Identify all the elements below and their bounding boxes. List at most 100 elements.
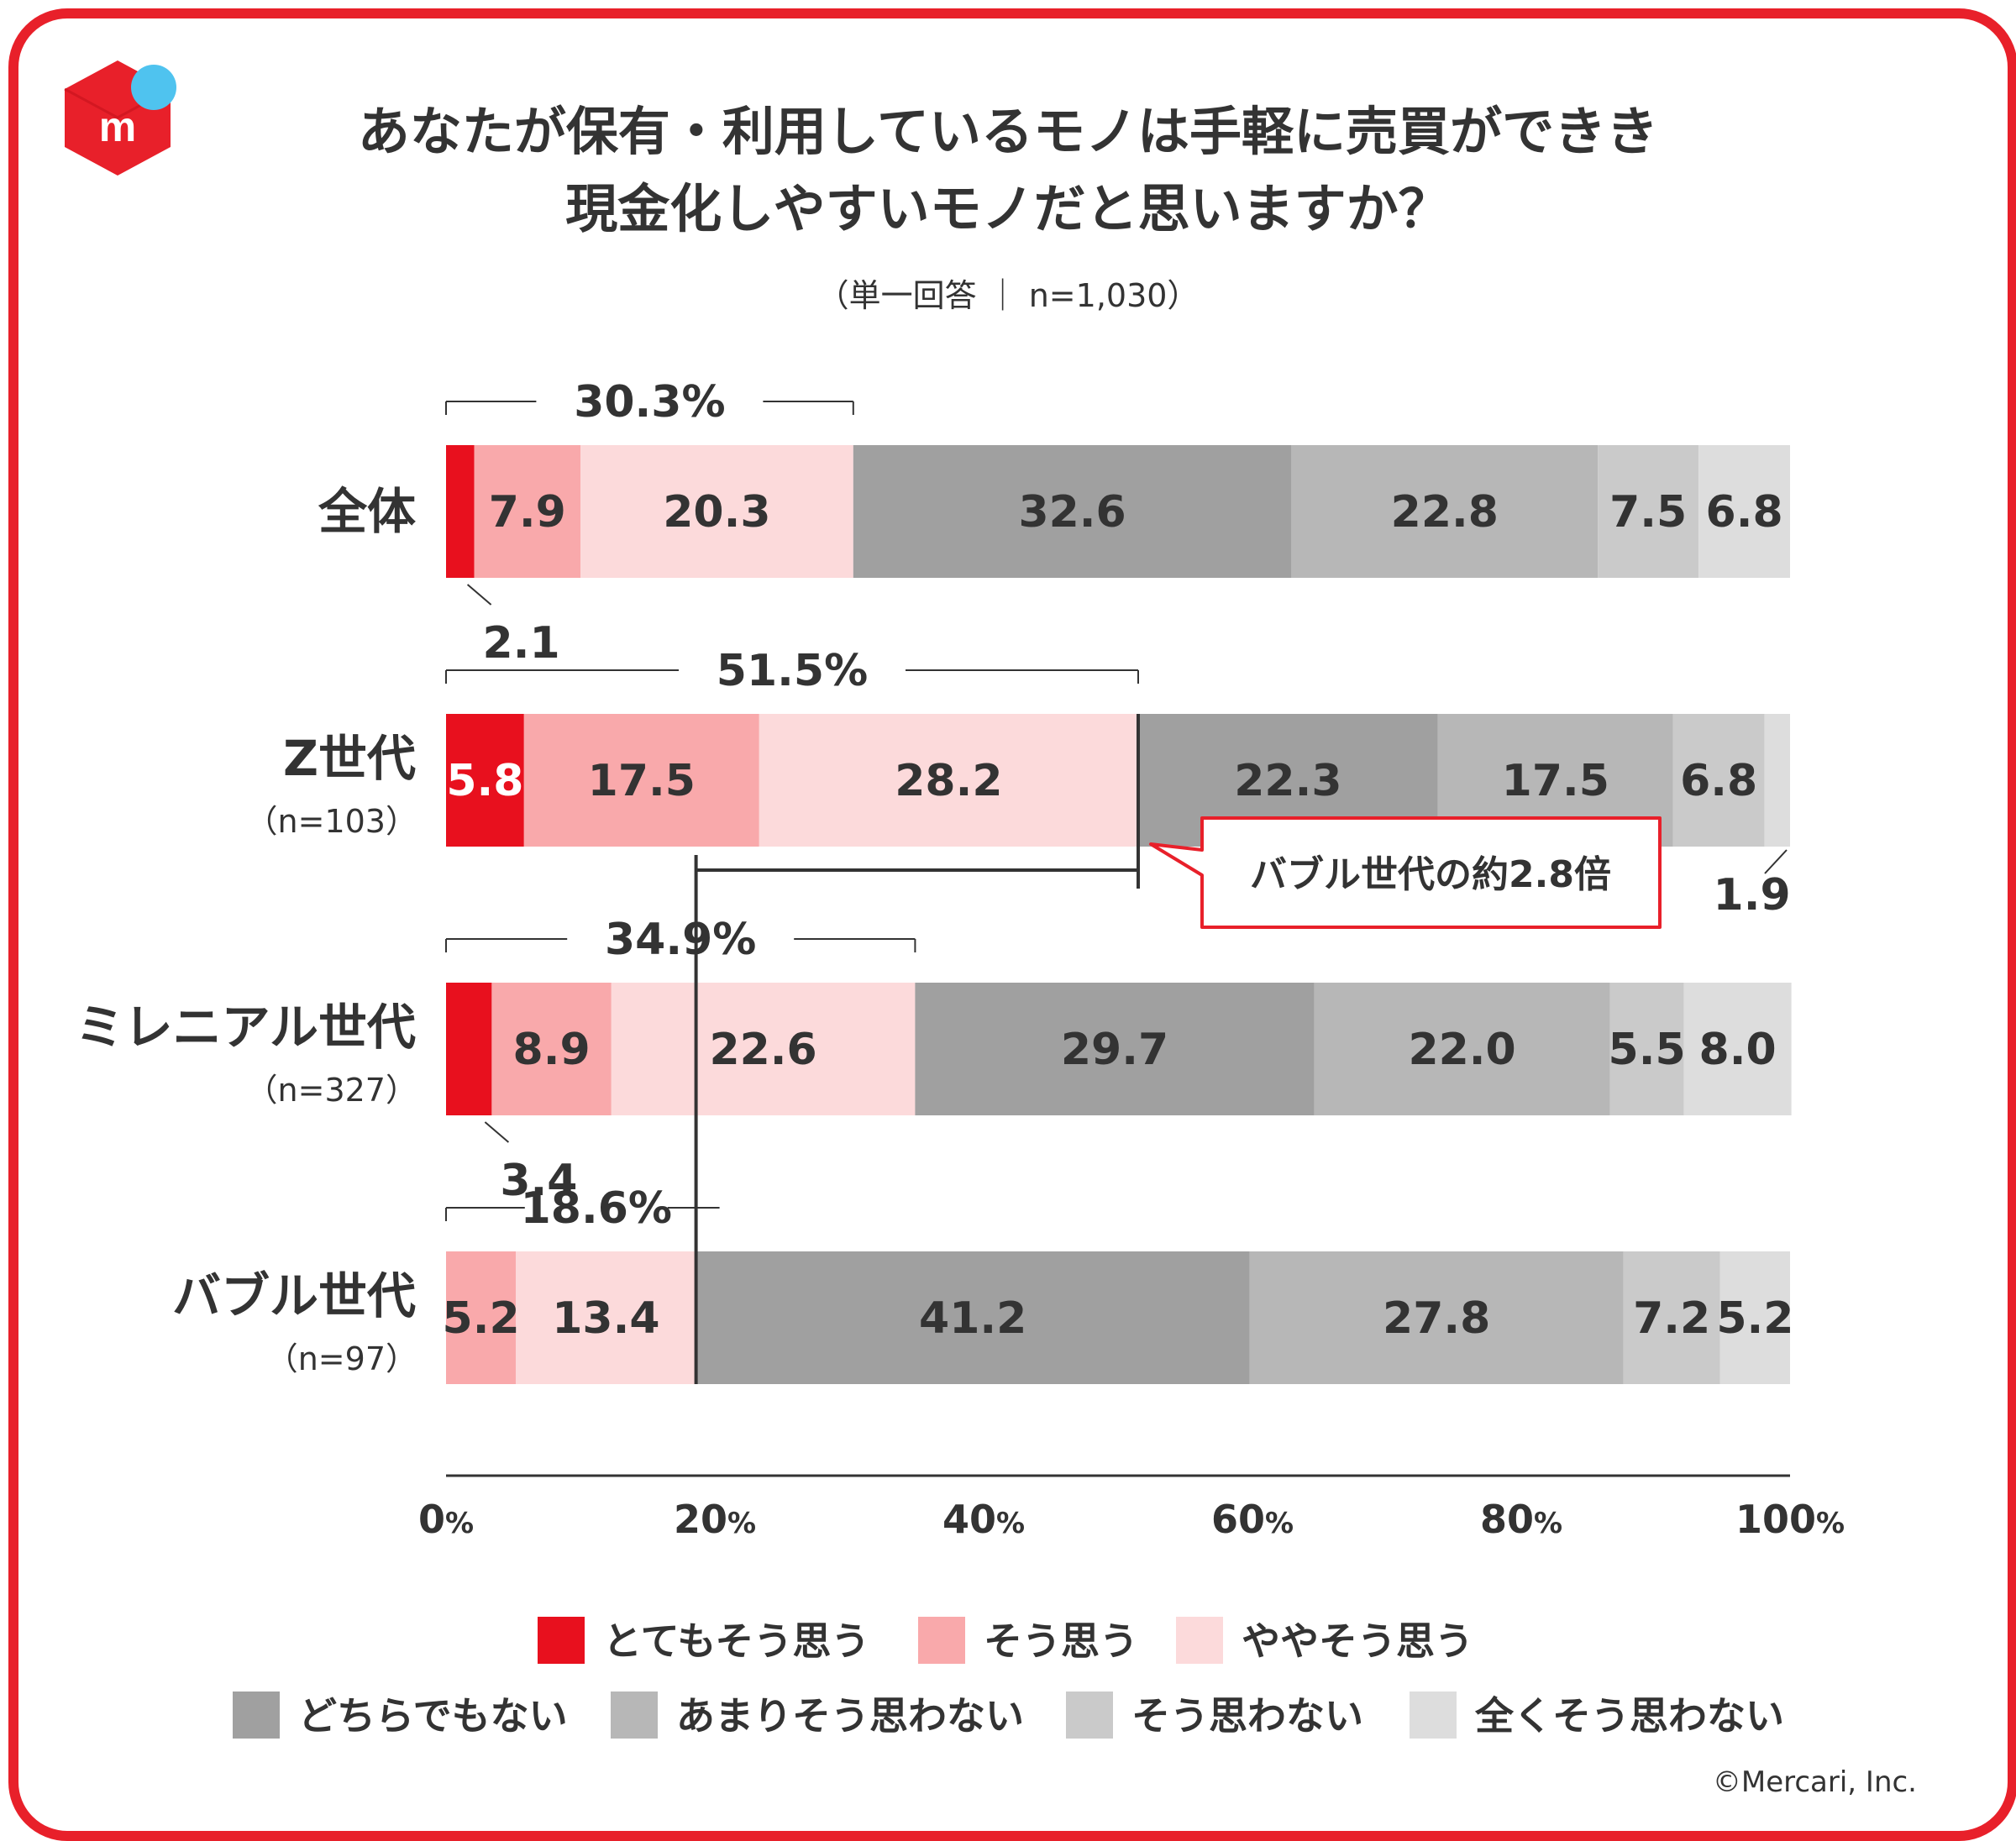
segment-value-label: 17.5 <box>1502 756 1609 806</box>
segment-value-label: 41.2 <box>919 1293 1026 1344</box>
legend-item: ややそう思う <box>1176 1617 1473 1664</box>
x-tick-number: 40 <box>942 1497 996 1542</box>
category-label: 全体 <box>318 483 416 540</box>
legend-swatch <box>538 1617 585 1664</box>
plot-area: 全体 2.1 7.9 20.3 32.6 22.8 7.5 6.8 30.3% Z世代 （n=103… <box>76 377 1793 1384</box>
x-tick-percent: % <box>727 1507 756 1540</box>
top-box-total-label: 34.9% <box>605 915 756 965</box>
top-box-total-label: 51.5% <box>717 646 868 696</box>
segment-value-label: 22.0 <box>1408 1025 1515 1075</box>
legend-swatch <box>1410 1692 1457 1739</box>
x-tick-number: 0 <box>418 1497 445 1542</box>
segment-value-label: 5.5 <box>1609 1025 1686 1075</box>
top-box-bracket: 51.5% <box>445 646 1139 696</box>
x-tick-percent: % <box>1534 1507 1562 1540</box>
chart-title-line-2: 現金化しやすいモノだと思いますか？ <box>565 178 1450 239</box>
segment-value-label: 29.7 <box>1061 1025 1168 1075</box>
category-n-label: （n=103） <box>246 803 417 840</box>
bar-segment <box>1764 714 1790 847</box>
top-box-total-label: 18.6% <box>521 1183 672 1234</box>
segment-value-label: 28.2 <box>895 756 1002 806</box>
segment-value-label: 27.8 <box>1383 1293 1490 1344</box>
x-tick-number: 80 <box>1480 1497 1534 1542</box>
category-n-label: （n=97） <box>266 1340 417 1377</box>
legend-swatch <box>233 1692 280 1739</box>
bar-segment <box>523 714 759 847</box>
segment-value-label: 8.0 <box>1699 1025 1777 1075</box>
bar-segment <box>516 1251 696 1384</box>
bar-segment <box>1291 445 1599 578</box>
x-tick-label: 0% <box>418 1497 474 1542</box>
segment-value-label: 7.9 <box>489 487 566 538</box>
x-tick-label: 60% <box>1211 1497 1294 1542</box>
callout: バブル世代の約2.8倍 <box>1149 816 1662 929</box>
bar-segment <box>611 983 916 1115</box>
bar-segment <box>446 445 475 578</box>
segment-value-label: 32.6 <box>1018 487 1126 538</box>
legend-item: あまりそう思わない <box>611 1692 1024 1739</box>
x-tick-label: 20% <box>674 1497 756 1542</box>
bar-segment <box>696 1251 1250 1384</box>
segment-value-label: 13.4 <box>552 1293 659 1344</box>
legend-swatch <box>611 1692 658 1739</box>
leader-line <box>466 584 492 606</box>
legend-item: 全くそう思わない <box>1410 1692 1784 1739</box>
legend-label: どちらでもない <box>298 1693 568 1739</box>
legend-label: ややそう思う <box>1242 1618 1473 1664</box>
bar-segment <box>759 714 1138 847</box>
bar-segment <box>1683 983 1792 1115</box>
bar-segment <box>491 983 612 1115</box>
x-tick-percent: % <box>1816 1507 1845 1540</box>
segment-value-label: 6.8 <box>1706 487 1783 538</box>
legend-swatch <box>1176 1617 1223 1664</box>
leader-line <box>484 1121 510 1143</box>
legend-swatch <box>1066 1692 1113 1739</box>
bar-segment <box>1314 983 1610 1115</box>
top-box-bracket: 18.6% <box>445 1183 696 1234</box>
chart-title-line-1: あなたが保有・利用しているモノは手軽に売買ができき <box>358 101 1658 162</box>
callout-box <box>1149 816 1662 929</box>
segment-value-label: 22.6 <box>709 1025 816 1075</box>
segment-value-label: 8.9 <box>513 1025 591 1075</box>
segment-value-label: 20.3 <box>663 487 770 538</box>
leader-line <box>1764 849 1788 874</box>
segment-value-label: 22.3 <box>1234 756 1341 806</box>
segment-value-label: 5.2 <box>443 1293 520 1344</box>
segment-value-label: 6.8 <box>1680 756 1757 806</box>
top-box-total-label: 30.3% <box>574 377 725 427</box>
top-box-bracket: 30.3% <box>445 377 854 427</box>
legend-label: 全くそう思わない <box>1474 1693 1784 1739</box>
x-tick-label: 40% <box>942 1497 1025 1542</box>
segment-value-label: 17.5 <box>588 756 696 806</box>
x-tick-number: 100 <box>1735 1497 1816 1542</box>
bar-segment <box>853 445 1292 578</box>
x-tick-label: 80% <box>1480 1497 1562 1542</box>
legend-label: そう思わない <box>1131 1693 1363 1739</box>
bar-segment <box>446 714 524 847</box>
chart-subtitle: （単一回答 ｜ n=1,030） <box>817 277 1200 314</box>
legend-item: そう思わない <box>1066 1692 1363 1739</box>
bar-row-0: 全体 2.1 7.9 20.3 32.6 22.8 7.5 6.8 30.3% <box>318 377 1790 669</box>
legend-label: あまりそう思わない <box>676 1693 1024 1739</box>
category-label: ミレニアル世代 <box>76 999 416 1056</box>
segment-value-label-external: 2.1 <box>483 618 560 669</box>
bar-segment <box>1672 714 1765 847</box>
bar-row-3: バブル世代（n=97）5.2 13.4 41.2 27.8 7.2 5.218.6% <box>172 1183 1793 1384</box>
callout-text: バブル世代の約2.8倍 <box>1250 853 1611 896</box>
copyright: ©Mercari, Inc. <box>1713 1765 1917 1799</box>
segment-value-label: 22.8 <box>1391 487 1499 538</box>
bar-segment <box>474 445 580 578</box>
x-axis: 0% 20% 40% 60% 80% 100% <box>418 1474 1845 1542</box>
bar-row-1: Z世代 （n=103） 5.8 17.5 28.2 22.3 17.5 6.8 1.9 51.5% <box>246 646 1791 920</box>
bar-segment <box>446 1251 517 1384</box>
bar-segment <box>1623 1251 1720 1384</box>
bar-row-2: ミレニアル世代 （n=327） 3.4 8.9 22.6 29.7 22.0 5.5 8.0 34… <box>76 915 1792 1206</box>
bar-segment <box>1609 983 1684 1115</box>
x-tick-number: 20 <box>674 1497 727 1542</box>
bar-segment <box>915 983 1315 1115</box>
x-tick-percent: % <box>445 1507 474 1540</box>
bar-segment <box>1719 1251 1790 1384</box>
top-box-bracket: 34.9% <box>445 915 916 965</box>
